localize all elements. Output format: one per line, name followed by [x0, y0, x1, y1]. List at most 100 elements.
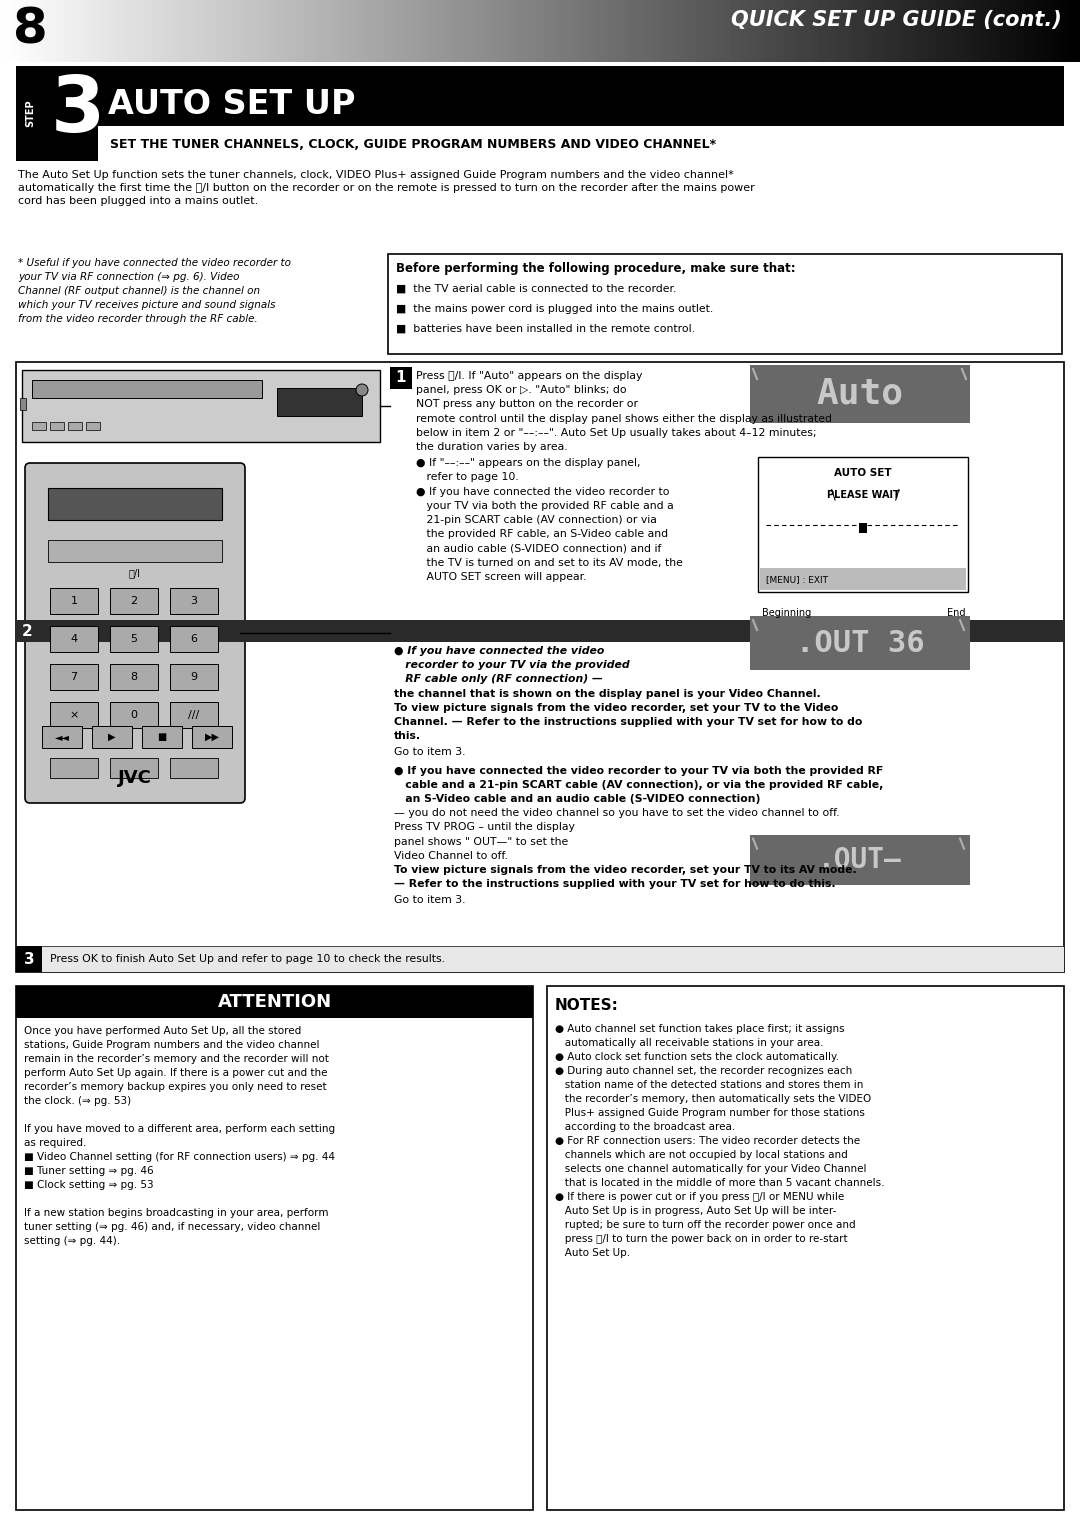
- Bar: [48, 488, 222, 520]
- Text: ×: ×: [69, 710, 79, 720]
- Text: NOTES:: NOTES:: [555, 998, 619, 1013]
- Text: ● If you have connected the video recorder to your TV via both the provided RF: ● If you have connected the video record…: [394, 766, 883, 775]
- Bar: [170, 758, 218, 778]
- Bar: [758, 456, 968, 592]
- Text: 3: 3: [24, 952, 35, 966]
- Text: 1: 1: [395, 371, 406, 386]
- Bar: [16, 986, 534, 1511]
- Bar: [32, 380, 262, 398]
- Bar: [388, 253, 1062, 354]
- Bar: [760, 568, 966, 591]
- Bar: [50, 626, 98, 652]
- Text: SET THE TUNER CHANNELS, CLOCK, GUIDE PROGRAM NUMBERS AND VIDEO CHANNEL*: SET THE TUNER CHANNELS, CLOCK, GUIDE PRO…: [110, 137, 716, 151]
- Bar: [859, 523, 867, 533]
- Bar: [750, 617, 970, 670]
- Bar: [92, 726, 132, 748]
- Bar: [110, 758, 158, 778]
- Bar: [68, 423, 82, 430]
- Text: ▶▶: ▶▶: [204, 732, 219, 742]
- Text: Go to item 3.: Go to item 3.: [394, 896, 465, 905]
- Bar: [170, 702, 218, 728]
- Text: recorder to your TV via the provided: recorder to your TV via the provided: [394, 661, 630, 670]
- Text: Channel. — Refer to the instructions supplied with your TV set for how to do: Channel. — Refer to the instructions sup…: [394, 717, 862, 726]
- Text: — Refer to the instructions supplied with your TV set for how to do this.: — Refer to the instructions supplied wit…: [394, 879, 836, 890]
- Text: QUICK SET UP GUIDE (cont.): QUICK SET UP GUIDE (cont.): [731, 11, 1062, 31]
- Text: Video Channel to off.: Video Channel to off.: [394, 852, 508, 861]
- Text: 8: 8: [131, 671, 137, 682]
- Text: below in item 2 or "––:––". Auto Set Up usually takes about 4–12 minutes;: below in item 2 or "––:––". Auto Set Up …: [416, 427, 816, 438]
- Text: ● If you have connected the video: ● If you have connected the video: [394, 645, 605, 656]
- Text: ● If "––:––" appears on the display panel,: ● If "––:––" appears on the display pane…: [416, 458, 640, 468]
- Text: ◄◄: ◄◄: [54, 732, 69, 742]
- Text: Go to item 3.: Go to item 3.: [394, 748, 465, 757]
- Bar: [170, 664, 218, 690]
- Text: panel shows " OUT—" to set the: panel shows " OUT—" to set the: [394, 836, 568, 847]
- Text: NOT press any button on the recorder or: NOT press any button on the recorder or: [416, 400, 638, 409]
- Text: this.: this.: [394, 731, 421, 742]
- Text: ■  the TV aerial cable is connected to the recorder.: ■ the TV aerial cable is connected to th…: [396, 284, 676, 295]
- Text: ■  batteries have been installed in the remote control.: ■ batteries have been installed in the r…: [396, 324, 696, 334]
- Bar: [170, 626, 218, 652]
- Text: an audio cable (S-VIDEO connection) and if: an audio cable (S-VIDEO connection) and …: [416, 543, 661, 554]
- Bar: [50, 758, 98, 778]
- Text: ▶: ▶: [108, 732, 116, 742]
- Text: .OUT—: .OUT—: [819, 845, 902, 873]
- Bar: [86, 423, 100, 430]
- Bar: [110, 664, 158, 690]
- Bar: [750, 835, 970, 885]
- Text: your TV via both the provided RF cable and a: your TV via both the provided RF cable a…: [416, 501, 674, 511]
- Bar: [110, 702, 158, 728]
- Bar: [50, 588, 98, 613]
- Bar: [192, 726, 232, 748]
- Text: STEP: STEP: [25, 99, 35, 127]
- Bar: [50, 702, 98, 728]
- Text: Press OK to finish Auto Set Up and refer to page 10 to check the results.: Press OK to finish Auto Set Up and refer…: [50, 954, 445, 964]
- Text: ■: ■: [158, 732, 166, 742]
- Bar: [42, 726, 82, 748]
- Text: an S-Video cable and an audio cable (S-VIDEO connection): an S-Video cable and an audio cable (S-V…: [394, 794, 760, 804]
- Text: the provided RF cable, an S-Video cable and: the provided RF cable, an S-Video cable …: [416, 530, 669, 539]
- Text: ⏽/I: ⏽/I: [129, 568, 141, 578]
- Text: 9: 9: [190, 671, 198, 682]
- Text: 8: 8: [13, 5, 48, 53]
- Text: the TV is turned on and set to its AV mode, the: the TV is turned on and set to its AV mo…: [416, 557, 683, 568]
- Text: To view picture signals from the video recorder, set your TV to the Video: To view picture signals from the video r…: [394, 703, 838, 713]
- Bar: [110, 588, 158, 613]
- Text: 0: 0: [131, 710, 137, 720]
- Bar: [276, 388, 362, 417]
- Text: Once you have performed Auto Set Up, all the stored
stations, Guide Program numb: Once you have performed Auto Set Up, all…: [24, 1025, 335, 1247]
- Bar: [16, 66, 1064, 162]
- Bar: [48, 540, 222, 562]
- Bar: [110, 626, 158, 652]
- Text: ■  the mains power cord is plugged into the mains outlet.: ■ the mains power cord is plugged into t…: [396, 304, 713, 314]
- Text: Before performing the following procedure, make sure that:: Before performing the following procedur…: [396, 262, 796, 275]
- Circle shape: [356, 385, 368, 397]
- Text: ● Auto channel set function takes place first; it assigns
   automatically all r: ● Auto channel set function takes place …: [555, 1024, 885, 1257]
- Text: Press ⏽/I. If "Auto" appears on the display: Press ⏽/I. If "Auto" appears on the disp…: [416, 371, 643, 382]
- Text: Auto: Auto: [816, 377, 904, 410]
- Text: PLEASE WAIT: PLEASE WAIT: [826, 490, 900, 501]
- Text: * Useful if you have connected the video recorder to
your TV via RF connection (: * Useful if you have connected the video…: [18, 258, 291, 324]
- Bar: [141, 726, 183, 748]
- Bar: [16, 620, 38, 642]
- Bar: [50, 423, 64, 430]
- Bar: [21, 398, 26, 410]
- Text: 5: 5: [131, 633, 137, 644]
- Text: ● If you have connected the video recorder to: ● If you have connected the video record…: [416, 487, 670, 496]
- Text: refer to page 10.: refer to page 10.: [416, 473, 518, 482]
- Text: 7: 7: [70, 671, 78, 682]
- Text: AUTO SET UP: AUTO SET UP: [108, 87, 355, 121]
- Bar: [170, 588, 218, 613]
- Bar: [16, 620, 1064, 642]
- Text: RF cable only (RF connection) —: RF cable only (RF connection) —: [394, 674, 603, 684]
- Text: 3: 3: [51, 72, 105, 148]
- Text: — you do not need the video channel so you have to set the video channel to off.: — you do not need the video channel so y…: [394, 809, 839, 818]
- Text: The Auto Set Up function sets the tuner channels, clock, VIDEO Plus+ assigned Gu: The Auto Set Up function sets the tuner …: [18, 169, 755, 206]
- Bar: [16, 362, 1064, 972]
- Text: AUTO SET: AUTO SET: [834, 468, 892, 478]
- Bar: [16, 946, 1064, 972]
- Bar: [98, 127, 1064, 162]
- Text: \: \: [831, 488, 835, 502]
- Text: Beginning: Beginning: [762, 607, 811, 618]
- Text: Press TV PROG – until the display: Press TV PROG – until the display: [394, 823, 575, 832]
